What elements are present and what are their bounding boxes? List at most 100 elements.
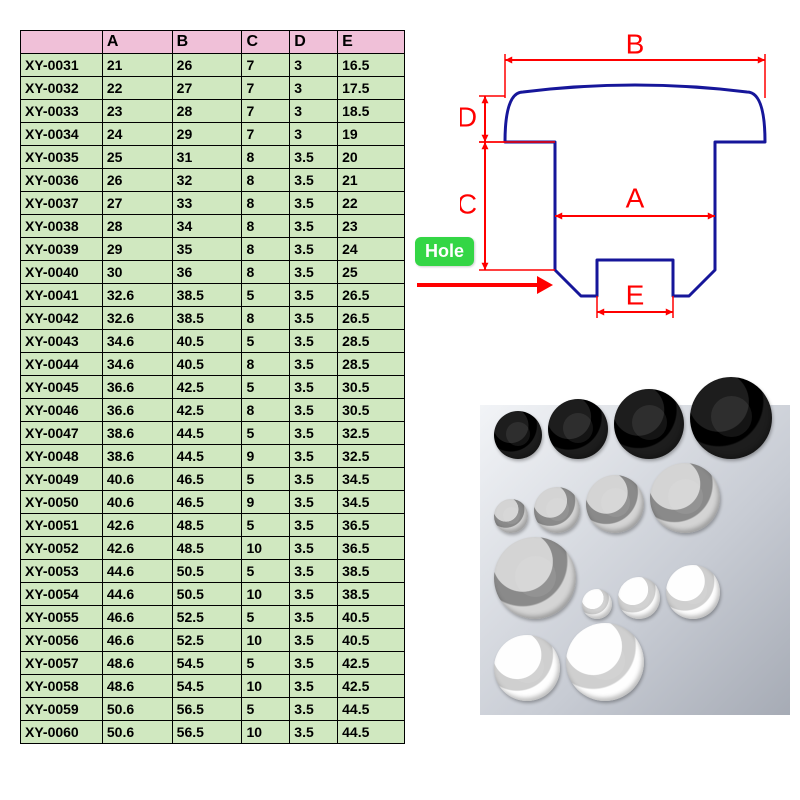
table-cell: 5: [242, 652, 290, 675]
table-cell: 44.5: [338, 721, 405, 744]
table-cell: 18.5: [338, 100, 405, 123]
table-cell: XY-0039: [21, 238, 103, 261]
table-cell: 29: [102, 238, 172, 261]
table-cell: 42.5: [338, 652, 405, 675]
table-cell: 8: [242, 353, 290, 376]
table-cell: 19: [338, 123, 405, 146]
table-cell: XY-0059: [21, 698, 103, 721]
plug-dimension-diagram: BDCAE: [460, 30, 790, 320]
table-cell: 28: [172, 100, 242, 123]
table-cell: 40.6: [102, 468, 172, 491]
table-cell: 44.5: [338, 698, 405, 721]
table-row: XY-004334.640.553.528.5: [21, 330, 405, 353]
table-cell: XY-0040: [21, 261, 103, 284]
table-row: XY-004434.640.583.528.5: [21, 353, 405, 376]
table-cell: 30.5: [338, 399, 405, 422]
table-cell: XY-0042: [21, 307, 103, 330]
table-row: XY-0035253183.520: [21, 146, 405, 169]
table-cell: 27: [172, 77, 242, 100]
table-header-cell: D: [290, 31, 338, 54]
product-plug: [614, 389, 684, 459]
table-cell: 23: [102, 100, 172, 123]
table-cell: 25: [338, 261, 405, 284]
table-row: XY-0039293583.524: [21, 238, 405, 261]
table-cell: 44.5: [172, 422, 242, 445]
table-cell: XY-0046: [21, 399, 103, 422]
table-cell: XY-0053: [21, 560, 103, 583]
table-cell: XY-0051: [21, 514, 103, 537]
svg-text:B: B: [626, 30, 645, 59]
product-plug: [494, 537, 576, 619]
table-cell: 27: [102, 192, 172, 215]
table-cell: 9: [242, 491, 290, 514]
table-cell: 9: [242, 445, 290, 468]
table-cell: XY-0034: [21, 123, 103, 146]
product-plug: [494, 499, 528, 533]
table-cell: 24: [338, 238, 405, 261]
table-cell: 3.5: [290, 261, 338, 284]
product-plug: [666, 565, 720, 619]
table-cell: 8: [242, 238, 290, 261]
table-cell: 42.5: [338, 675, 405, 698]
table-cell: 5: [242, 514, 290, 537]
spec-table: ABCDE XY-003121267316.5XY-003222277317.5…: [20, 30, 405, 744]
table-cell: XY-0054: [21, 583, 103, 606]
table-row: XY-005040.646.593.534.5: [21, 491, 405, 514]
table-cell: 5: [242, 376, 290, 399]
table-cell: 48.5: [172, 514, 242, 537]
table-cell: 46.5: [172, 491, 242, 514]
table-row: XY-004838.644.593.532.5: [21, 445, 405, 468]
table-cell: 5: [242, 468, 290, 491]
table-cell: 32.5: [338, 445, 405, 468]
table-cell: XY-0041: [21, 284, 103, 307]
product-plug: [548, 399, 608, 459]
table-cell: 3.5: [290, 238, 338, 261]
table-row: XY-0036263283.521: [21, 169, 405, 192]
table-cell: 10: [242, 721, 290, 744]
table-cell: 34.6: [102, 353, 172, 376]
svg-text:D: D: [460, 101, 477, 132]
table-cell: 42.5: [172, 376, 242, 399]
table-row: XY-004738.644.553.532.5: [21, 422, 405, 445]
table-cell: 3.5: [290, 192, 338, 215]
table-cell: 48.5: [172, 537, 242, 560]
table-cell: 8: [242, 307, 290, 330]
table-cell: 3: [290, 54, 338, 77]
table-cell: XY-0045: [21, 376, 103, 399]
table-cell: 26: [102, 169, 172, 192]
table-cell: XY-0055: [21, 606, 103, 629]
table-row: XY-004132.638.553.526.5: [21, 284, 405, 307]
table-cell: XY-0048: [21, 445, 103, 468]
svg-text:E: E: [626, 279, 645, 310]
table-cell: XY-0032: [21, 77, 103, 100]
table-cell: 3.5: [290, 284, 338, 307]
table-cell: 40.5: [338, 606, 405, 629]
table-cell: 48.6: [102, 652, 172, 675]
table-cell: 31: [172, 146, 242, 169]
table-row: XY-0040303683.525: [21, 261, 405, 284]
table-cell: 26.5: [338, 284, 405, 307]
table-cell: 36.6: [102, 399, 172, 422]
table-cell: XY-0047: [21, 422, 103, 445]
table-cell: 22: [102, 77, 172, 100]
table-cell: 10: [242, 629, 290, 652]
table-cell: XY-0060: [21, 721, 103, 744]
table-cell: 46.6: [102, 629, 172, 652]
table-cell: 52.5: [172, 606, 242, 629]
table-cell: 48.6: [102, 675, 172, 698]
table-cell: 42.5: [172, 399, 242, 422]
table-cell: 3.5: [290, 468, 338, 491]
table-cell: XY-0031: [21, 54, 103, 77]
table-cell: 3.5: [290, 606, 338, 629]
table-cell: XY-0043: [21, 330, 103, 353]
canvas: ABCDE XY-003121267316.5XY-003222277317.5…: [0, 0, 800, 800]
table-cell: 32: [172, 169, 242, 192]
table-cell: 54.5: [172, 652, 242, 675]
product-plug: [618, 577, 660, 619]
table-row: XY-0038283483.523: [21, 215, 405, 238]
table-cell: 38.5: [338, 560, 405, 583]
table-cell: 40.5: [338, 629, 405, 652]
table-cell: 50.6: [102, 721, 172, 744]
table-row: XY-003424297319: [21, 123, 405, 146]
table-cell: 40.6: [102, 491, 172, 514]
